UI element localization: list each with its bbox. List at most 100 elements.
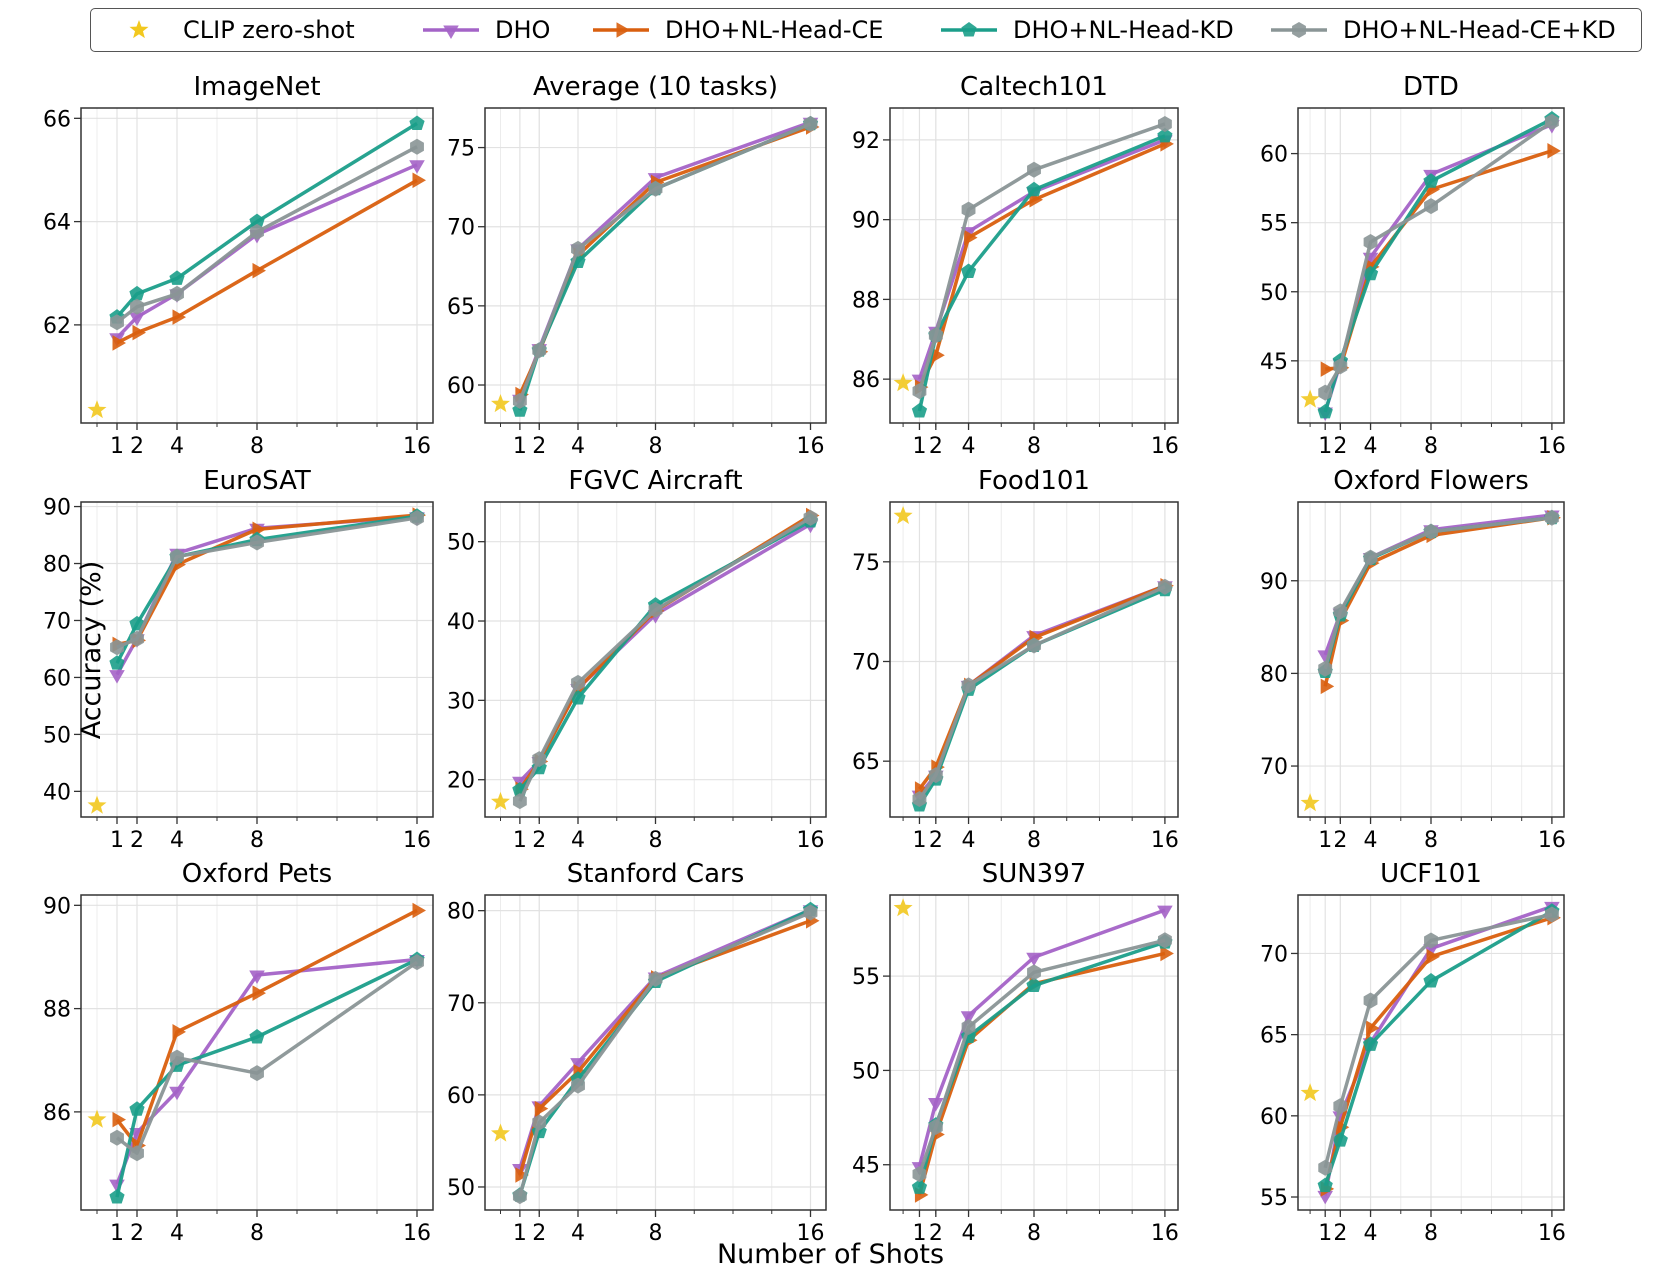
x-tick-label: 2 [929,434,943,459]
data-point [961,677,976,694]
data-point [249,1029,265,1044]
y-tick-label: 50 [852,1059,880,1084]
star-marker-icon [129,20,149,39]
data-point [252,985,266,1001]
data-point [964,229,978,246]
x-tick-label: 4 [170,828,184,853]
data-point [1423,973,1439,988]
data-point [1424,523,1438,540]
subplot-title: ImageNet [193,72,320,102]
legend-marker [443,25,459,39]
y-tick-label: 70 [447,992,475,1017]
x-tick-label: 8 [1027,1221,1041,1246]
data-point [110,314,124,331]
data-point [1157,905,1173,920]
x-tick-label: 1 [912,828,926,853]
data-point [1157,932,1172,949]
data-point [412,902,426,919]
y-tick-label: 90 [43,894,71,919]
data-point [532,342,547,359]
data-point [961,1019,976,1036]
x-tick-label: 8 [1027,828,1041,853]
x-tick-label: 2 [532,1221,546,1246]
data-point [928,1097,944,1112]
y-tick-label: 70 [852,650,880,675]
x-tick-label: 16 [797,434,825,459]
zero-shot-point [893,898,913,917]
data-point [412,172,426,189]
axes-frame [484,501,827,818]
series-dho-nl-head-ce-kd [912,932,1172,1183]
x-tick-label: 16 [1151,1221,1179,1246]
data-point [110,639,124,656]
data-point [1426,948,1440,965]
x-tick-label: 2 [532,828,546,853]
legend-label: DHO+NL-Head-CE+KD [1343,16,1616,44]
x-tick-label: 16 [1538,1221,1566,1246]
y-tick-label: 65 [1260,1024,1288,1049]
data-point [1363,549,1378,566]
x-tick-label: 8 [1424,828,1438,853]
x-tick-label: 2 [130,434,144,459]
data-point [409,160,425,174]
subplot-title: Oxford Pets [182,859,332,889]
series-dho-nl-head-ce [112,172,426,351]
data-point [1157,115,1172,132]
y-tick-label: 30 [447,689,475,714]
pentagon-marker-icon [941,22,997,37]
zero-shot-point [87,795,107,814]
y-tick-label: 80 [447,900,475,925]
x-tick-label: 16 [1151,828,1179,853]
data-point [410,509,424,526]
data-point [129,615,145,631]
x-tick-label: 2 [1333,828,1347,853]
data-point [129,312,145,327]
x-tick-label: 16 [403,1221,431,1246]
x-tick-label: 1 [110,1221,124,1246]
data-point [410,954,424,971]
triangle-right-marker-icon [593,22,649,38]
data-point [1027,161,1041,178]
data-point [129,285,145,301]
axes-frame [1297,894,1565,1211]
data-point [1026,181,1042,197]
x-tick-label: 1 [1318,1221,1332,1246]
y-tick-label: 60 [447,374,475,399]
data-point [112,1111,126,1128]
data-point [1318,660,1333,677]
triangle-down-marker-icon [423,25,479,39]
data-point [1317,1177,1333,1193]
axes-frame [889,501,1179,818]
data-point [1026,977,1042,993]
data-point [249,213,265,229]
data-point [571,240,585,257]
y-tick-label: 50 [1260,281,1288,306]
data-point [803,509,818,526]
axes-frame [889,107,1179,424]
axes-frame [80,107,434,424]
x-tick-label: 4 [1364,434,1378,459]
zero-shot-point [893,373,913,392]
subplot-title: DTD [1403,72,1459,102]
y-tick-label: 86 [852,368,880,393]
y-tick-label: 50 [447,1176,475,1201]
series-dho-nl-head-ce-kd [110,138,424,331]
data-point [1332,1132,1348,1147]
x-tick-label: 4 [571,1221,585,1246]
data-point [912,791,927,808]
y-tick-label: 50 [43,723,71,748]
subplot-ucf101: 1 2 4 8 16 55 60 65 70 UCF101 [1260,859,1566,1246]
x-tick-label: 1 [1318,434,1332,459]
y-tick-label: 86 [43,1101,71,1126]
legend-marker [616,22,630,38]
x-tick-label: 2 [1333,1221,1347,1246]
series-dho-nl-head-ce-kd [912,578,1172,808]
subplot-title: Average (10 tasks) [533,72,778,102]
y-tick-label: 75 [447,137,475,162]
x-tick-label: 1 [513,1221,527,1246]
data-point [1424,932,1438,949]
y-tick-label: 55 [1260,1186,1288,1211]
data-point [512,1188,527,1205]
y-tick-label: 55 [1260,212,1288,237]
